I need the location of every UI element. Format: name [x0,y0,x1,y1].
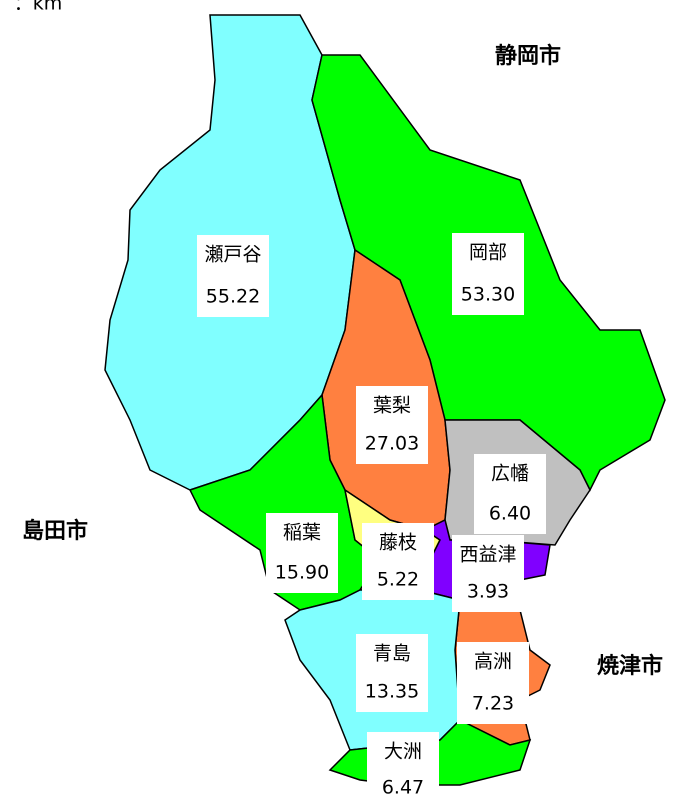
city-label: 焼津市 [597,653,663,679]
region-name: 広幡 [491,463,529,485]
region-name: 西益津 [459,544,516,566]
region-area: 27.03 [365,433,419,455]
unit: ：km [14,0,63,15]
label-box [356,634,428,712]
region-name: 瀬戸谷 [204,244,261,266]
region-name: 葉梨 [373,395,411,417]
region-area: 15.90 [275,562,329,584]
label-box [266,513,338,593]
region-area: 53.30 [461,284,515,306]
region-name: 稲葉 [283,522,321,544]
label-box [452,535,524,612]
region-area: 7.23 [472,693,514,715]
label-box [367,732,439,805]
label-box [457,642,529,724]
label-box [362,523,434,600]
region-labels: 瀬戸谷 55.22 岡部 53.30 葉梨 27.03 広幡 6.40 稲葉 15.90 藤枝 5.2… [197,233,546,805]
region-name: 岡部 [469,242,507,264]
label-box [452,233,524,315]
region-area: 6.47 [382,777,424,799]
region-area: 6.40 [489,503,531,525]
region-name: 高洲 [474,651,512,673]
label-box [197,235,269,317]
region-area: 3.93 [467,581,509,603]
region-area: 13.35 [365,681,419,703]
region-area: 5.22 [377,569,419,591]
city-label: 島田市 [22,518,88,544]
region-area: 55.22 [206,286,260,308]
label-box [356,386,428,464]
region-name: 大洲 [384,741,422,763]
region-name: 藤枝 [379,532,417,554]
city-label: 静岡市 [495,43,561,69]
label-box [474,454,546,534]
region-name: 青島 [373,643,411,665]
